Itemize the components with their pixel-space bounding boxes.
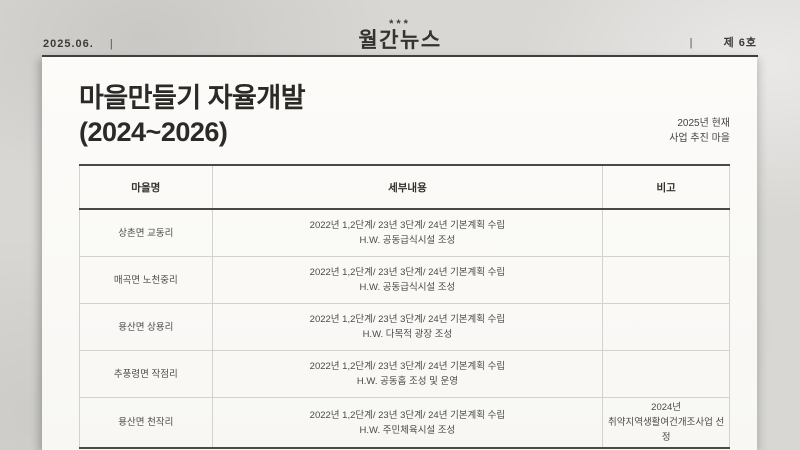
detail-line1: 2022년 1,2단계/ 23년 3단계/ 24년 기본계획 수립 [309, 361, 506, 372]
table-row: 용산면 상용리 2022년 1,2단계/ 23년 3단계/ 24년 기본계획 수… [79, 303, 730, 351]
details-cell: 2022년 1,2단계/ 23년 3단계/ 24년 기본계획 수립 H.W. 공… [211, 256, 604, 304]
detail-line1: 2022년 1,2단계/ 23년 3단계/ 24년 기본계획 수립 [309, 267, 506, 278]
table-row: 용산면 천작리 2022년 1,2단계/ 23년 3단계/ 24년 기본계획 수… [79, 397, 730, 449]
col-header-note: 비고 [602, 164, 730, 210]
detail-line1: 2022년 1,2단계/ 23년 3단계/ 24년 기본계획 수립 [309, 409, 506, 421]
village-cell: 추풍령면 작점리 [79, 350, 213, 398]
village-table: 마을명 세부내용 비고 상촌면 교동리 2022년 1,2단계/ 23년 3단계… [79, 164, 730, 449]
page-card: 마을만들기 자율개발 (2024~2026) 2025년 현재 사업 추진 마을… [42, 57, 757, 450]
detail-line1: 2022년 1,2단계/ 23년 3단계/ 24년 기본계획 수립 [309, 220, 506, 231]
note-cell: 2024년 취약지역생활여건개조사업 선정 [602, 397, 730, 449]
article-title: 마을만들기 자율개발 (2024~2026) [79, 81, 306, 149]
article-title-line1: 마을만들기 자율개발 [79, 83, 306, 113]
detail-line2: H.W. 다목적 광장 조성 [362, 329, 453, 340]
note-cell [602, 350, 730, 398]
masthead-date: 2025.06. [43, 38, 94, 50]
note-line2: 취약지역생활여건개조사업 선정 [607, 417, 725, 443]
masthead-title: 월간뉴스 [358, 29, 442, 52]
note-line1: 2024년 [651, 402, 682, 413]
article-annotation: 2025년 현재 사업 추진 마을 [669, 116, 730, 149]
annotation-line2: 사업 추진 마을 [669, 133, 730, 144]
annotation-line1: 2025년 현재 [677, 118, 730, 129]
details-cell: 2022년 1,2단계/ 23년 3단계/ 24년 기본계획 수립 H.W. 공… [211, 350, 604, 398]
details-cell: 2022년 1,2단계/ 23년 3단계/ 24년 기본계획 수립 H.W. 공… [211, 208, 604, 257]
village-cell: 매곡면 노천중리 [79, 256, 213, 304]
note-cell [602, 208, 730, 257]
table-row: 상촌면 교동리 2022년 1,2단계/ 23년 3단계/ 24년 기본계획 수… [79, 208, 730, 257]
village-cell: 용산면 상용리 [79, 303, 213, 351]
table-row: 추풍령면 작점리 2022년 1,2단계/ 23년 3단계/ 24년 기본계획 … [79, 350, 730, 398]
details-cell: 2022년 1,2단계/ 23년 3단계/ 24년 기본계획 수립 H.W. 주… [211, 397, 604, 449]
stars-ornament-icon: *** [389, 18, 411, 30]
masthead-right-divider: | [689, 37, 694, 49]
issue-number: 제 6호 [723, 37, 757, 49]
detail-line1: 2022년 1,2단계/ 23년 3단계/ 24년 기본계획 수립 [309, 314, 506, 325]
masthead-title-group: *** 월간뉴스 [358, 19, 441, 53]
detail-line2: H.W. 공동급식시설 조성 [359, 235, 456, 246]
masthead-date-group: 2025.06. | [43, 38, 114, 50]
col-header-details: 세부내용 [211, 164, 604, 210]
detail-line2: H.W. 공동홈 조성 및 운영 [356, 376, 458, 387]
article-title-line2: (2024~2026) [79, 117, 228, 147]
details-cell: 2022년 1,2단계/ 23년 3단계/ 24년 기본계획 수립 H.W. 다… [211, 303, 604, 351]
table-row: 매곡면 노천중리 2022년 1,2단계/ 23년 3단계/ 24년 기본계획 … [79, 256, 730, 304]
article-title-row: 마을만들기 자율개발 (2024~2026) 2025년 현재 사업 추진 마을 [79, 81, 730, 149]
village-cell: 용산면 천작리 [79, 397, 213, 449]
detail-line2: H.W. 주민체육시설 조성 [359, 424, 456, 436]
note-cell [602, 256, 730, 304]
masthead-issue-group: | 제 6호 [690, 34, 757, 50]
table-header-row: 마을명 세부내용 비고 [79, 164, 730, 210]
detail-line2: H.W. 공동급식시설 조성 [359, 282, 456, 293]
masthead: 2025.06. | *** 월간뉴스 | 제 6호 [42, 0, 758, 57]
village-cell: 상촌면 교동리 [79, 208, 213, 257]
note-cell [602, 303, 730, 351]
col-header-village: 마을명 [79, 164, 213, 210]
masthead-left-divider: | [109, 38, 114, 50]
